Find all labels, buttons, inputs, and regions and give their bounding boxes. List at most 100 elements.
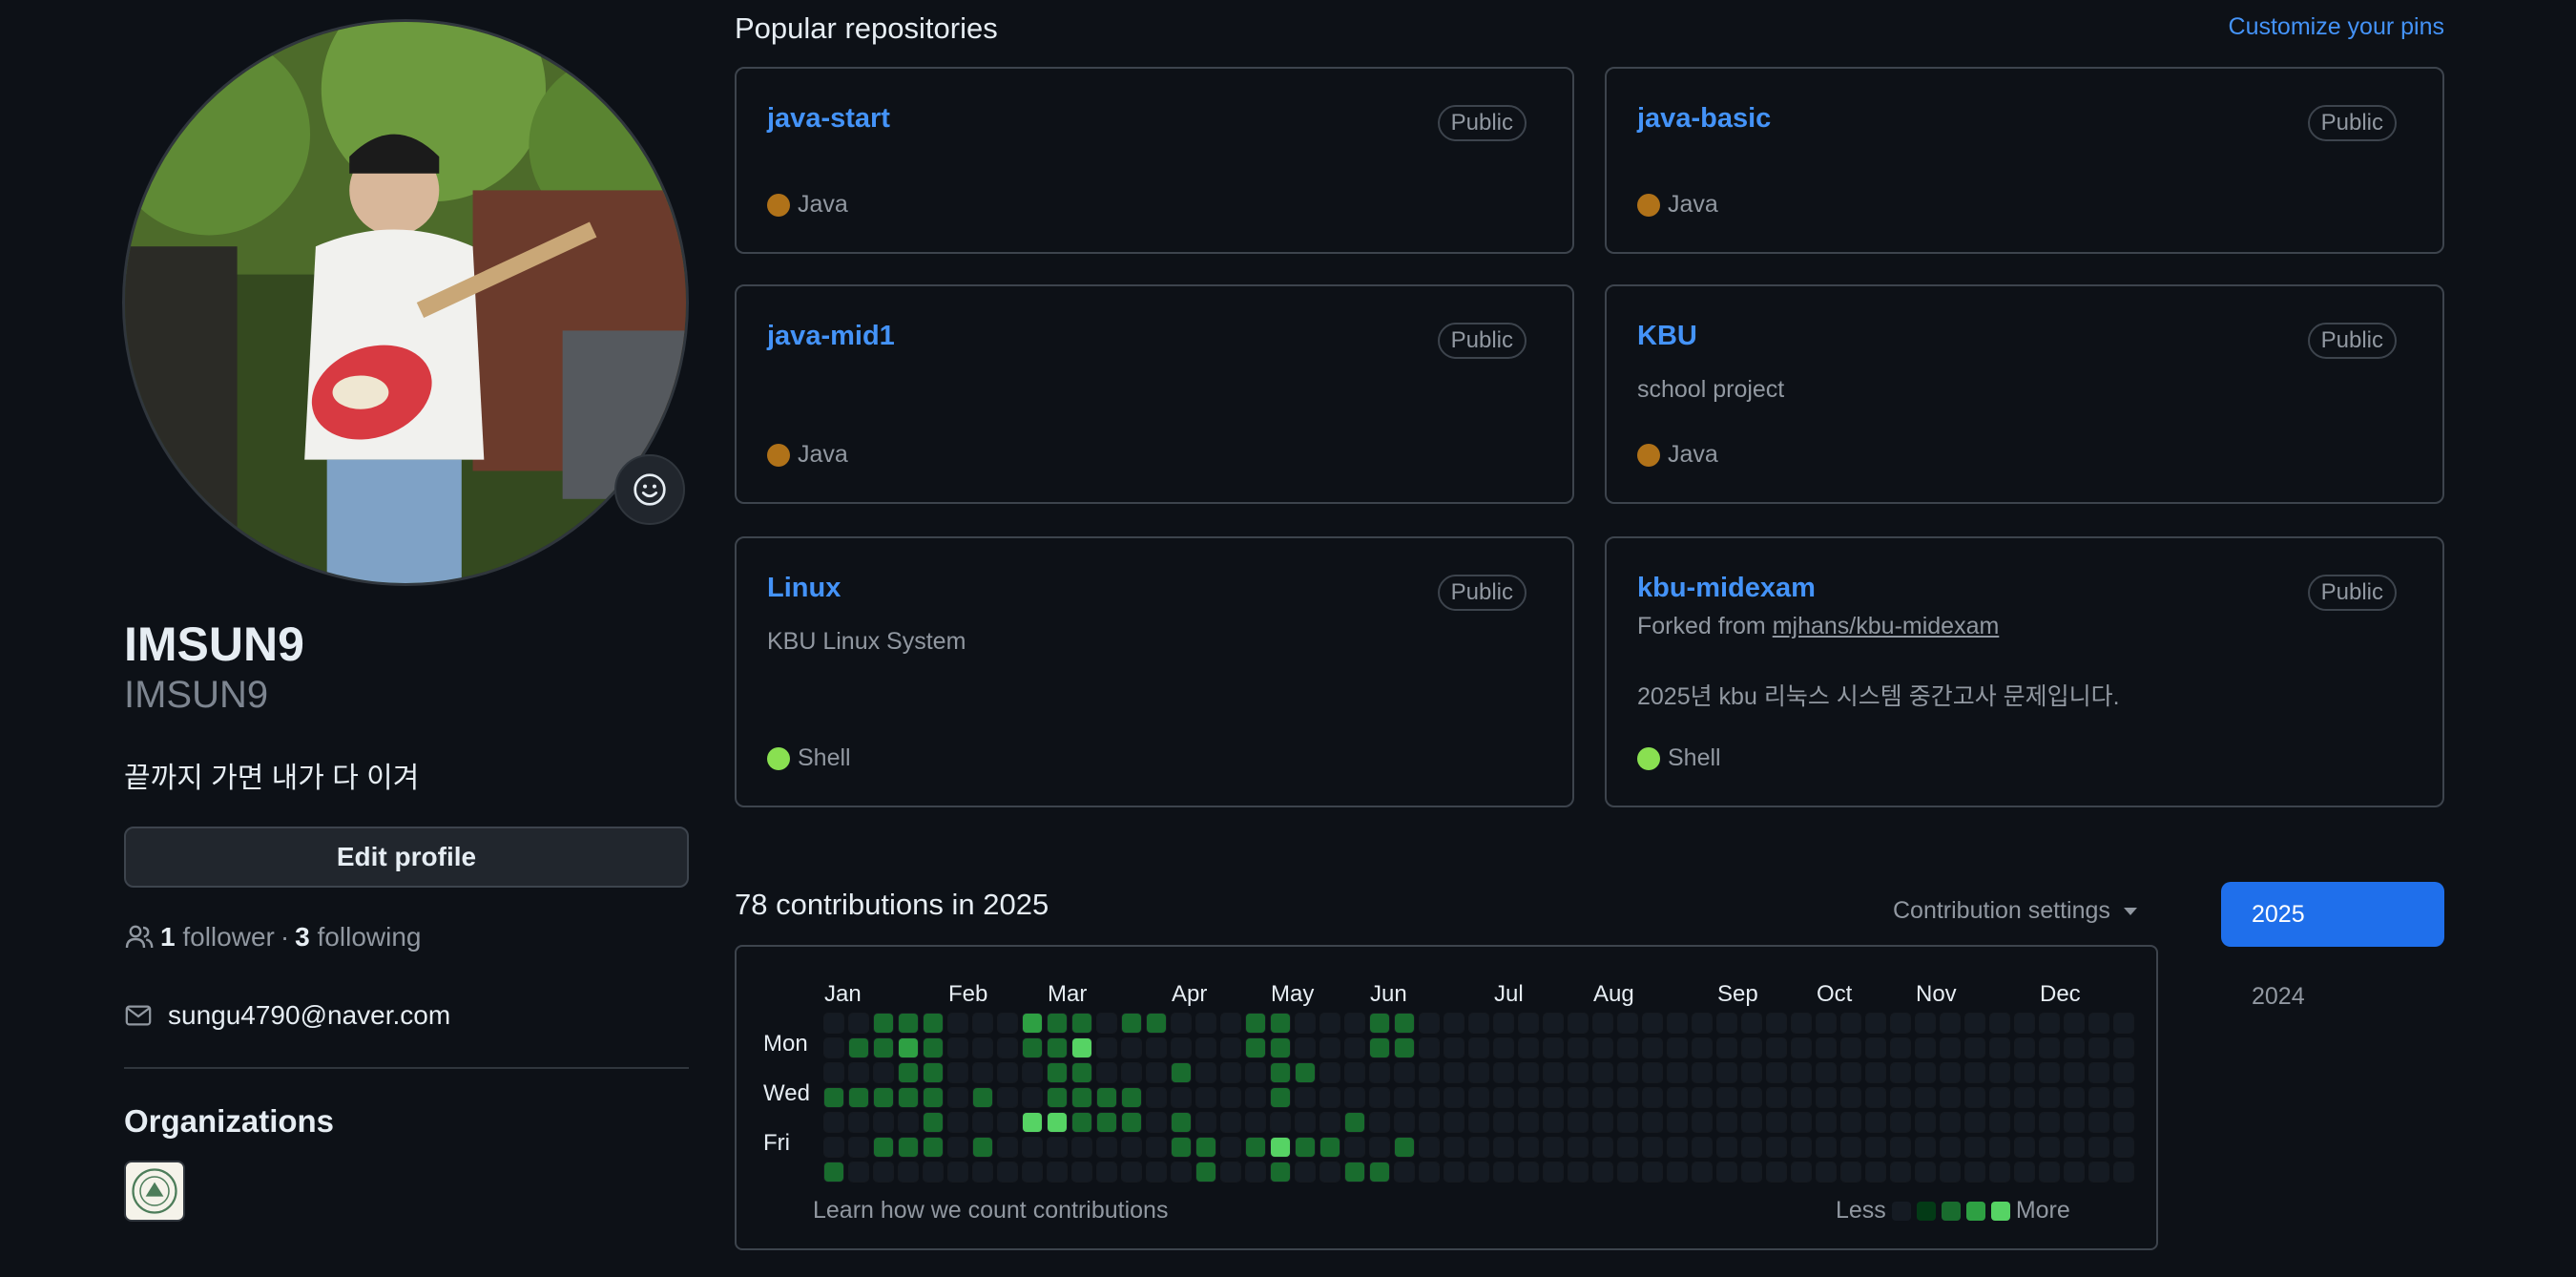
contribution-day[interactable] bbox=[1220, 1137, 1241, 1158]
contribution-day[interactable] bbox=[1344, 1112, 1365, 1133]
repo-name-link[interactable]: kbu-midexam bbox=[1637, 573, 1816, 603]
contribution-day[interactable] bbox=[1444, 1062, 1465, 1083]
contribution-day[interactable] bbox=[1716, 1013, 1737, 1034]
contribution-day[interactable] bbox=[1816, 1013, 1837, 1034]
contribution-day[interactable] bbox=[1270, 1013, 1291, 1034]
contribution-day[interactable] bbox=[1568, 1037, 1589, 1058]
contribution-day[interactable] bbox=[1543, 1062, 1564, 1083]
contribution-day[interactable] bbox=[2014, 1062, 2035, 1083]
contribution-day[interactable] bbox=[1369, 1137, 1390, 1158]
contribution-day[interactable] bbox=[1047, 1112, 1068, 1133]
contribution-day[interactable] bbox=[972, 1062, 993, 1083]
contribution-day[interactable] bbox=[947, 1087, 968, 1108]
contribution-day[interactable] bbox=[848, 1013, 869, 1034]
contribution-day[interactable] bbox=[1220, 1162, 1241, 1183]
contribution-day[interactable] bbox=[898, 1137, 919, 1158]
following-link[interactable]: 3 following bbox=[295, 922, 421, 953]
contribution-day[interactable] bbox=[848, 1137, 869, 1158]
contribution-day[interactable] bbox=[2014, 1162, 2035, 1183]
contribution-day[interactable] bbox=[1642, 1087, 1663, 1108]
contribution-day[interactable] bbox=[1840, 1013, 1861, 1034]
contribution-day[interactable] bbox=[1964, 1037, 1985, 1058]
contribution-day[interactable] bbox=[1369, 1062, 1390, 1083]
contribution-day[interactable] bbox=[1245, 1013, 1266, 1034]
contribution-day[interactable] bbox=[1741, 1013, 1762, 1034]
contribution-day[interactable] bbox=[1816, 1087, 1837, 1108]
contribution-day[interactable] bbox=[1989, 1037, 2010, 1058]
contribution-day[interactable] bbox=[898, 1013, 919, 1034]
contribution-day[interactable] bbox=[1121, 1013, 1142, 1034]
contribution-day[interactable] bbox=[1667, 1112, 1688, 1133]
contribution-day[interactable] bbox=[1816, 1162, 1837, 1183]
contribution-day[interactable] bbox=[1989, 1013, 2010, 1034]
contribution-day[interactable] bbox=[1444, 1037, 1465, 1058]
contribution-day[interactable] bbox=[873, 1013, 894, 1034]
contribution-day[interactable] bbox=[1766, 1013, 1787, 1034]
year-button-2025[interactable]: 2025 bbox=[2221, 882, 2444, 947]
contribution-day[interactable] bbox=[1468, 1037, 1489, 1058]
repo-name-link[interactable]: java-mid1 bbox=[767, 321, 895, 351]
contribution-day[interactable] bbox=[1766, 1037, 1787, 1058]
contribution-day[interactable] bbox=[2039, 1112, 2060, 1133]
contribution-day[interactable] bbox=[1096, 1087, 1117, 1108]
contribution-day[interactable] bbox=[2014, 1037, 2035, 1058]
contribution-day[interactable] bbox=[848, 1062, 869, 1083]
contribution-day[interactable] bbox=[1369, 1013, 1390, 1034]
contribution-day[interactable] bbox=[1766, 1112, 1787, 1133]
contribution-day[interactable] bbox=[1716, 1087, 1737, 1108]
contribution-day[interactable] bbox=[2064, 1062, 2085, 1083]
contribution-day[interactable] bbox=[1195, 1062, 1216, 1083]
contribution-day[interactable] bbox=[1716, 1137, 1737, 1158]
contribution-day[interactable] bbox=[1791, 1037, 1812, 1058]
contribution-day[interactable] bbox=[1716, 1112, 1737, 1133]
contribution-day[interactable] bbox=[1766, 1062, 1787, 1083]
contribution-day[interactable] bbox=[1270, 1062, 1291, 1083]
contribution-day[interactable] bbox=[972, 1013, 993, 1034]
contribution-day[interactable] bbox=[1245, 1037, 1266, 1058]
contribution-day[interactable] bbox=[1047, 1162, 1068, 1183]
contribution-day[interactable] bbox=[1592, 1013, 1613, 1034]
contribution-day[interactable] bbox=[1791, 1162, 1812, 1183]
contribution-day[interactable] bbox=[2088, 1087, 2109, 1108]
contribution-day[interactable] bbox=[1493, 1162, 1514, 1183]
contribution-day[interactable] bbox=[1171, 1087, 1192, 1108]
contribution-day[interactable] bbox=[1667, 1137, 1688, 1158]
contribution-day[interactable] bbox=[1195, 1162, 1216, 1183]
contribution-day[interactable] bbox=[1964, 1087, 1985, 1108]
contribution-day[interactable] bbox=[923, 1137, 944, 1158]
repo-name-link[interactable]: Linux bbox=[767, 573, 841, 603]
contribution-day[interactable] bbox=[2088, 1112, 2109, 1133]
contribution-day[interactable] bbox=[1319, 1037, 1340, 1058]
contribution-day[interactable] bbox=[1617, 1087, 1638, 1108]
contribution-day[interactable] bbox=[898, 1037, 919, 1058]
contribution-day[interactable] bbox=[1766, 1087, 1787, 1108]
contribution-day[interactable] bbox=[1022, 1162, 1043, 1183]
contribution-day[interactable] bbox=[1890, 1013, 1911, 1034]
contribution-day[interactable] bbox=[1741, 1137, 1762, 1158]
contribution-day[interactable] bbox=[2014, 1112, 2035, 1133]
contribution-day[interactable] bbox=[1220, 1112, 1241, 1133]
contribution-day[interactable] bbox=[2113, 1137, 2134, 1158]
contribution-day[interactable] bbox=[1592, 1062, 1613, 1083]
contribution-day[interactable] bbox=[898, 1062, 919, 1083]
learn-contributions-link[interactable]: Learn how we count contributions bbox=[813, 1197, 1169, 1224]
contribution-day[interactable] bbox=[947, 1037, 968, 1058]
contribution-day[interactable] bbox=[1344, 1037, 1365, 1058]
contribution-day[interactable] bbox=[923, 1112, 944, 1133]
contribution-day[interactable] bbox=[997, 1037, 1018, 1058]
contribution-day[interactable] bbox=[1816, 1137, 1837, 1158]
contribution-day[interactable] bbox=[1047, 1013, 1068, 1034]
contribution-day[interactable] bbox=[1146, 1162, 1167, 1183]
contribution-day[interactable] bbox=[1692, 1062, 1713, 1083]
contribution-day[interactable] bbox=[1096, 1112, 1117, 1133]
contribution-day[interactable] bbox=[1568, 1087, 1589, 1108]
year-button-2024[interactable]: 2024 bbox=[2252, 982, 2305, 1010]
contribution-day[interactable] bbox=[1617, 1112, 1638, 1133]
contribution-day[interactable] bbox=[1022, 1112, 1043, 1133]
contribution-day[interactable] bbox=[1468, 1162, 1489, 1183]
contribution-day[interactable] bbox=[823, 1013, 844, 1034]
contribution-day[interactable] bbox=[1940, 1137, 1961, 1158]
contribution-day[interactable] bbox=[1047, 1037, 1068, 1058]
contribution-day[interactable] bbox=[873, 1162, 894, 1183]
contribution-day[interactable] bbox=[898, 1112, 919, 1133]
